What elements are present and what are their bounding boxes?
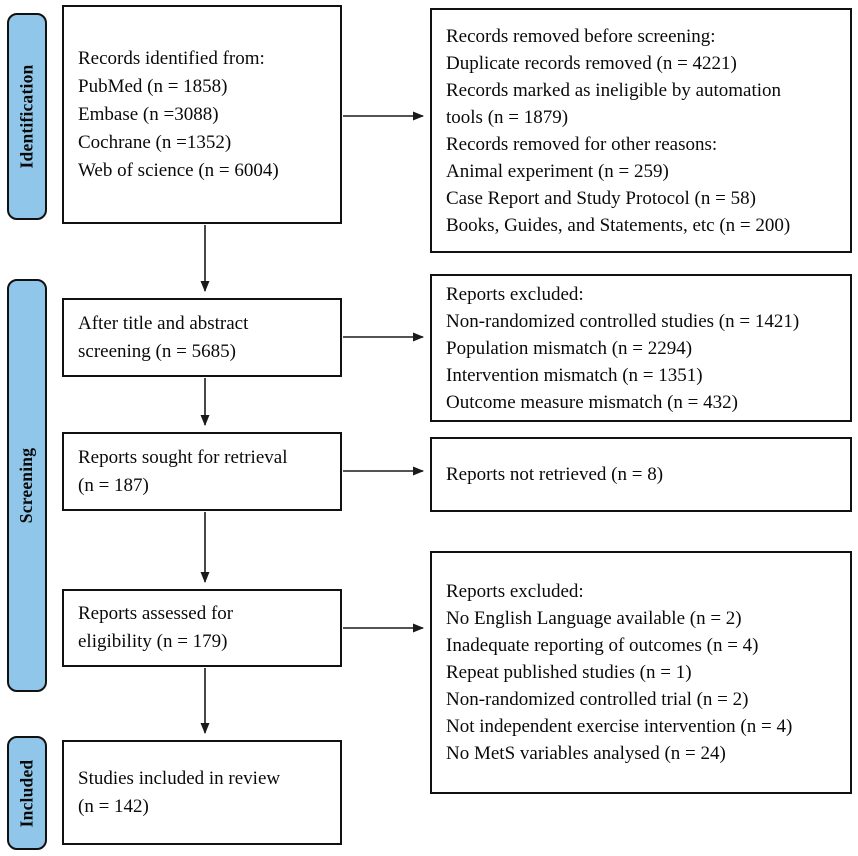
text-line: Outcome measure mismatch (n = 432): [446, 391, 738, 413]
text-line: Reports excluded:: [446, 581, 584, 602]
text-line: No MetS variables analysed (n = 24): [446, 743, 726, 764]
text-line: Records marked as ineligible by automati…: [446, 79, 782, 101]
box-reports-not-retrieved: Reports not retrieved (n = 8): [430, 437, 852, 512]
stage-label-screening-text: Screening: [16, 447, 37, 524]
box-reports-assessed: Reports assessed for eligibility (n = 179…: [62, 589, 342, 667]
box-reports-excluded-eligibility: Reports excluded: No English Language ava…: [430, 551, 852, 794]
text-line: Web of science (n = 6004): [78, 159, 279, 181]
box-title-abstract-screening: After title and abstract screening (n = 5…: [62, 298, 342, 377]
text-line: Cochrane (n =1352): [78, 131, 232, 153]
text-line: Studies included in review: [78, 767, 281, 789]
box-reports-sought: Reports sought for retrieval (n = 187): [62, 432, 342, 511]
stage-label-identification: Identification: [7, 13, 47, 220]
stage-label-identification-text: Identification: [16, 64, 37, 169]
text-line: screening (n = 5685): [78, 340, 236, 362]
text-line: Population mismatch (n = 2294): [446, 337, 693, 359]
box-reports-excluded-screening: Reports excluded: Non-randomized controll…: [430, 274, 852, 422]
text-line: eligibility (n = 179): [78, 631, 228, 652]
text-line: Books, Guides, and Statements, etc (n = …: [446, 214, 791, 236]
text-line: Animal experiment (n = 259): [446, 160, 669, 182]
stage-label-screening: Screening: [7, 279, 47, 692]
text-line: Embase (n =3088): [78, 103, 219, 125]
text-line: Reports excluded:: [446, 283, 584, 305]
text-line: Reports not retrieved (n = 8): [446, 464, 664, 485]
text-line: Reports assessed for: [78, 603, 234, 624]
text-line: Case Report and Study Protocol (n = 58): [446, 187, 756, 209]
text-line: Inadequate reporting of outcomes (n = 4): [446, 635, 759, 656]
text-line: Records removed before screening:: [446, 25, 716, 47]
text-line: Repeat published studies (n = 1): [446, 662, 692, 683]
text-line: Reports sought for retrieval: [78, 446, 288, 468]
text-line: Duplicate records removed (n = 4221): [446, 52, 737, 74]
text-line: (n = 187): [78, 474, 149, 496]
box-records-removed: Records removed before screening: Duplica…: [430, 8, 852, 253]
text-line: (n = 142): [78, 795, 149, 817]
text-line: Records identified from:: [78, 47, 265, 69]
text-line: Non-randomized controlled studies (n = 1…: [446, 310, 800, 332]
text-line: PubMed (n = 1858): [78, 75, 228, 97]
text-line: Not independent exercise intervention (n…: [446, 716, 793, 737]
box-studies-included: Studies included in review (n = 142): [62, 740, 342, 845]
text-line: Intervention mismatch (n = 1351): [446, 364, 703, 386]
text-line: After title and abstract: [78, 312, 249, 334]
text-line: Records removed for other reasons:: [446, 133, 718, 155]
box-records-identified: Records identified from: PubMed (n = 1858…: [62, 5, 342, 224]
text-line: Non-randomized controlled trial (n = 2): [446, 689, 749, 710]
text-line: tools (n = 1879): [446, 106, 569, 128]
text-line: No English Language available (n = 2): [446, 608, 742, 629]
stage-label-included-text: Included: [16, 759, 37, 827]
stage-label-included: Included: [7, 736, 47, 850]
